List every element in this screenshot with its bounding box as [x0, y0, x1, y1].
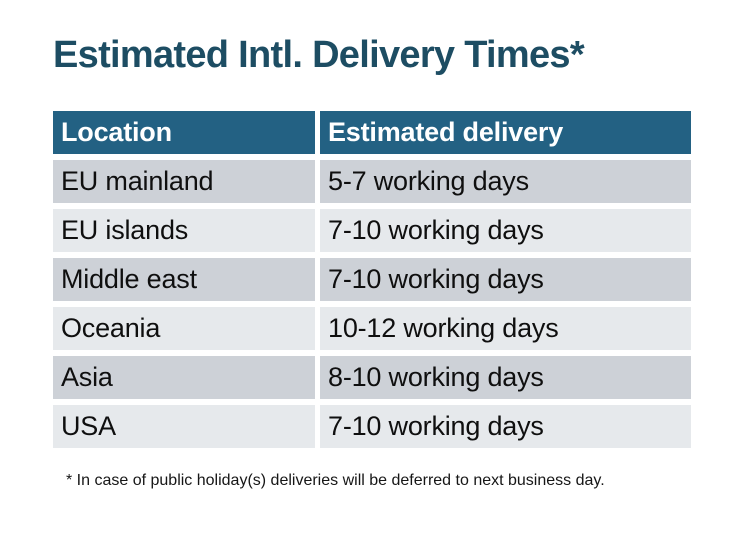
- delivery-times-table: Location Estimated delivery EU mainland …: [48, 105, 696, 454]
- location-cell: USA: [53, 405, 315, 448]
- table-row-usa: USA 7-10 working days: [53, 405, 691, 448]
- table-row-eu-mainland: EU mainland 5-7 working days: [53, 160, 691, 203]
- footnote: * In case of public holiday(s) deliverie…: [66, 472, 605, 489]
- delivery-cell: 8-10 working days: [320, 356, 691, 399]
- delivery-cell: 5-7 working days: [320, 160, 691, 203]
- delivery-cell: 7-10 working days: [320, 258, 691, 301]
- delivery-cell: 7-10 working days: [320, 209, 691, 252]
- column-header-location: Location: [53, 111, 315, 154]
- table-row-middle-east: Middle east 7-10 working days: [53, 258, 691, 301]
- table-row-asia: Asia 8-10 working days: [53, 356, 691, 399]
- table-row-oceania: Oceania 10-12 working days: [53, 307, 691, 350]
- table-row-eu-islands: EU islands 7-10 working days: [53, 209, 691, 252]
- page-title: Estimated Intl. Delivery Times*: [53, 34, 585, 76]
- column-header-estimated-delivery: Estimated delivery: [320, 111, 691, 154]
- delivery-cell: 10-12 working days: [320, 307, 691, 350]
- location-cell: Middle east: [53, 258, 315, 301]
- location-cell: EU islands: [53, 209, 315, 252]
- location-cell: Asia: [53, 356, 315, 399]
- table-header-row: Location Estimated delivery: [53, 111, 691, 154]
- delivery-cell: 7-10 working days: [320, 405, 691, 448]
- location-cell: Oceania: [53, 307, 315, 350]
- location-cell: EU mainland: [53, 160, 315, 203]
